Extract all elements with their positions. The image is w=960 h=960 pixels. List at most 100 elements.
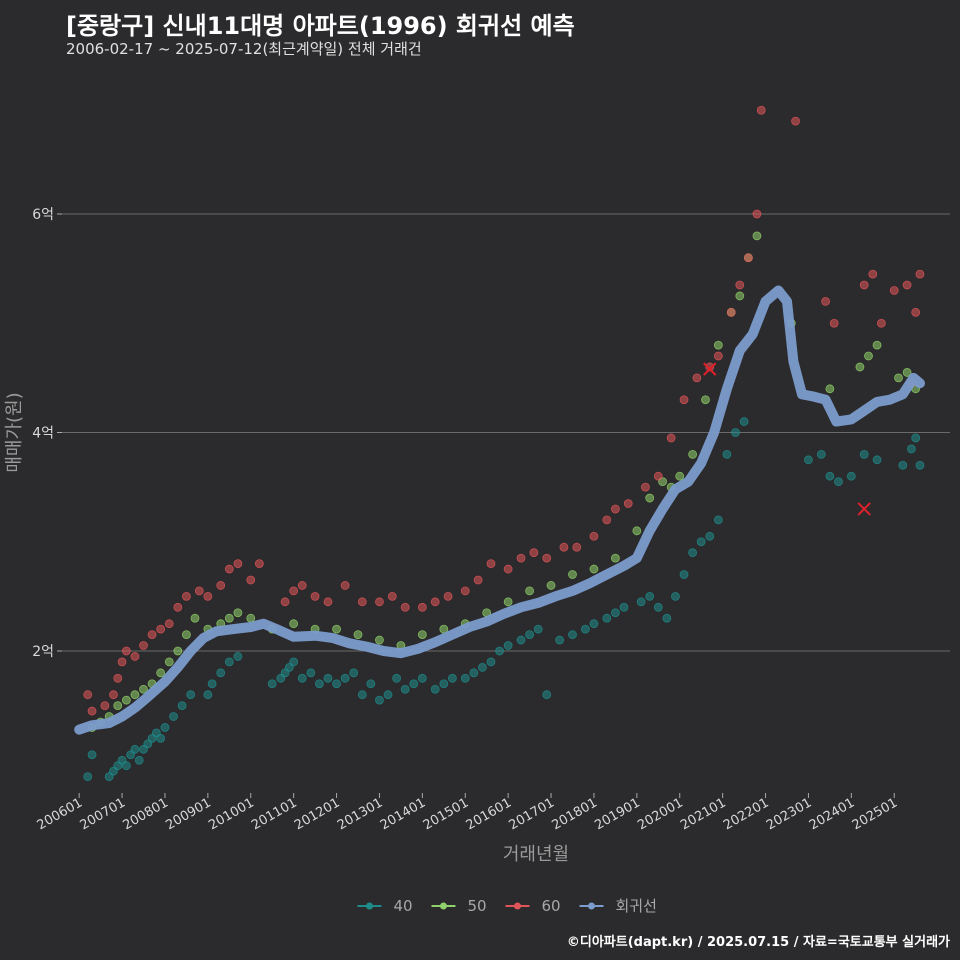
- data-point-60: [297, 581, 307, 590]
- data-point-50: [130, 690, 140, 700]
- data-point-60: [713, 351, 723, 361]
- data-point-40: [705, 531, 715, 541]
- x-tick-label: 202301: [764, 795, 814, 833]
- data-point-40: [332, 679, 341, 689]
- data-point-40: [366, 679, 376, 689]
- data-point-60: [752, 209, 762, 219]
- data-point-60: [164, 619, 174, 629]
- data-point-60: [173, 602, 183, 612]
- y-tick-label: 4억: [32, 426, 54, 442]
- data-point-50: [675, 471, 685, 481]
- data-point-40: [207, 679, 217, 689]
- x-tick-label: 201701: [507, 795, 557, 833]
- data-point-60: [889, 286, 899, 295]
- data-point-60: [100, 701, 110, 711]
- data-point-50: [864, 351, 873, 361]
- data-point-40: [375, 695, 384, 705]
- data-point-50: [688, 449, 698, 459]
- data-point-40: [653, 602, 663, 612]
- x-tick-label: 201001: [206, 795, 256, 833]
- x-tick-label: 202201: [721, 795, 771, 833]
- data-point-40: [486, 657, 496, 667]
- data-point-60: [529, 548, 539, 558]
- data-point-40: [859, 449, 869, 459]
- data-point-40: [662, 613, 672, 623]
- data-point-40: [383, 690, 393, 700]
- chart-title: [중랑구] 신내11대명 아파트(1996) 회귀선 예측: [66, 12, 575, 40]
- data-point-40: [323, 673, 333, 683]
- data-point-60: [705, 362, 715, 372]
- data-point-60: [280, 597, 290, 607]
- data-point-40: [469, 668, 479, 678]
- data-point-40: [619, 602, 629, 612]
- data-point-60: [83, 690, 93, 700]
- data-point-60: [679, 395, 689, 405]
- data-point-60: [109, 690, 118, 700]
- data-point-50: [825, 384, 835, 394]
- data-point-40: [846, 471, 856, 481]
- data-point-60: [121, 646, 131, 656]
- data-point-50: [632, 526, 642, 536]
- legend-marker-40: [366, 902, 373, 910]
- data-point-60: [589, 531, 599, 541]
- legend-marker-회귀선: [588, 902, 595, 910]
- data-point-40: [297, 673, 307, 683]
- data-point-50: [735, 291, 745, 301]
- data-point-50: [855, 362, 865, 372]
- data-point-40: [825, 471, 835, 481]
- data-point-40: [804, 455, 813, 465]
- data-point-40: [160, 723, 170, 732]
- data-point-50: [190, 613, 200, 623]
- x-tick-label: 201401: [378, 795, 428, 833]
- data-point-50: [752, 231, 762, 241]
- data-point-60: [868, 269, 878, 279]
- data-point-60: [516, 553, 526, 563]
- data-point-60: [542, 553, 552, 563]
- data-point-50: [902, 368, 912, 377]
- data-point-50: [589, 564, 599, 574]
- data-point-40: [156, 733, 166, 743]
- data-point-50: [332, 624, 341, 634]
- data-point-40: [409, 679, 419, 689]
- data-point-40: [186, 690, 196, 700]
- data-point-40: [911, 433, 921, 443]
- y-axis-label: 매매가(원): [4, 392, 25, 472]
- data-point-40: [289, 657, 299, 667]
- data-point-40: [555, 635, 565, 645]
- data-point-50: [121, 695, 131, 705]
- data-point-60: [246, 575, 256, 585]
- data-point-40: [430, 684, 440, 694]
- x-tick-label: 201301: [335, 795, 385, 833]
- data-point-60: [666, 433, 676, 443]
- data-point-40: [722, 449, 732, 459]
- data-point-60: [559, 542, 569, 552]
- data-point-50: [139, 684, 148, 694]
- legend-label: 회귀선: [616, 897, 657, 915]
- legend-marker-50: [440, 902, 447, 910]
- data-point-40: [816, 449, 826, 459]
- x-tick-label: 201201: [292, 795, 342, 833]
- data-point-40: [602, 613, 612, 623]
- data-point-40: [542, 690, 552, 700]
- data-point-40: [731, 428, 740, 437]
- data-point-60: [602, 515, 612, 525]
- data-point-50: [894, 373, 903, 383]
- data-point-50: [173, 646, 183, 656]
- data-point-40: [314, 679, 324, 689]
- data-point-40: [679, 570, 689, 579]
- data-point-60: [876, 318, 886, 328]
- data-point-40: [915, 460, 925, 470]
- x-tick-label: 200901: [163, 795, 213, 833]
- data-point-60: [430, 597, 440, 607]
- data-point-60: [156, 624, 166, 634]
- data-point-40: [233, 652, 243, 661]
- legend: 40 50 60 회귀선: [357, 897, 657, 915]
- data-point-60: [216, 581, 226, 590]
- data-point-40: [169, 712, 178, 721]
- data-point-40: [349, 668, 359, 678]
- data-point-60: [147, 630, 157, 639]
- data-point-60: [443, 591, 453, 601]
- data-point-40: [580, 624, 590, 634]
- data-point-50: [610, 553, 620, 563]
